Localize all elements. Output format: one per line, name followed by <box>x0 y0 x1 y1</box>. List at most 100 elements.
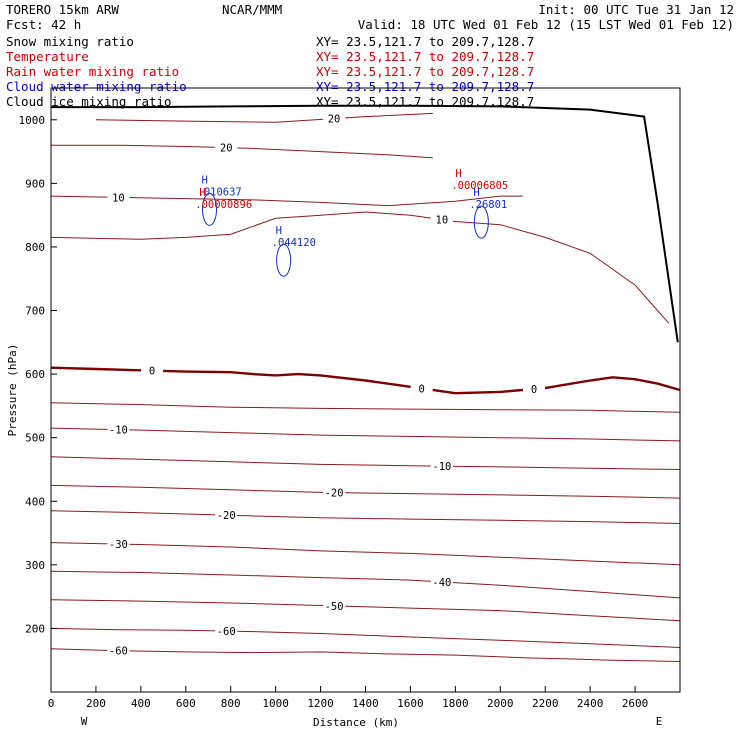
rain-max-marker-0: H <box>199 187 205 199</box>
isotherm-12 <box>50 195 523 207</box>
x-tick-label-4: 800 <box>221 697 241 710</box>
x-axis-east-label: E <box>656 715 663 728</box>
cloud-water-max-value-2: .010637 <box>198 186 242 198</box>
isotherm-10 <box>50 366 681 395</box>
y-tick-label-5: 700 <box>25 305 45 318</box>
y-tick-label-4: 600 <box>25 368 45 381</box>
x-tick-label-3: 600 <box>176 697 196 710</box>
rain-max-marker-1: H <box>455 168 461 180</box>
y-tick-label-7: 900 <box>25 177 45 190</box>
isotherm-label-bg-6-0 <box>323 486 346 499</box>
cloud-water-contours <box>202 192 489 277</box>
x-tick-label-13: 2600 <box>622 697 649 710</box>
isotherm-label-bg-10-1 <box>410 382 433 395</box>
isotherm-label-7-0: -10 <box>432 461 451 473</box>
x-tick-label-11: 2200 <box>532 697 559 710</box>
isotherm-label-bg-3-0 <box>430 575 453 588</box>
isotherm-label-bg-5-0 <box>215 509 238 522</box>
isotherm-13 <box>51 144 433 159</box>
isotherm-0 <box>50 648 681 662</box>
y-axis-label: Pressure (hPa) <box>6 344 19 437</box>
isotherm-label-bg-1-0 <box>215 625 238 638</box>
field-name-snow: Snow mixing ratio <box>6 34 134 49</box>
field-xy-temperature: XY= 23.5,121.7 to 209.7,128.7 <box>316 49 534 64</box>
x-axis-west-label: W <box>81 715 88 728</box>
center-name: NCAR/MMM <box>222 2 282 17</box>
cloud-water-contour-2 <box>202 192 218 226</box>
isotherm-label-bg-4-0 <box>107 538 130 551</box>
isotherm-label-5-0: -20 <box>217 510 236 522</box>
x-tick-label-1: 200 <box>86 697 106 710</box>
isotherm-label-bg-10-0 <box>141 364 164 377</box>
isotherm-3 <box>50 570 681 599</box>
isotherm-label-12-0: 10 <box>112 192 125 204</box>
cloud-water-max-value-1: .26801 <box>469 199 507 211</box>
forecast-hour: Fcst: 42 h <box>6 17 81 32</box>
isotherm-label-10-2: 0 <box>531 384 537 396</box>
isotherm-label-bg-10-2 <box>522 383 545 396</box>
field-xy-rain: XY= 23.5,121.7 to 209.7,128.7 <box>316 64 534 79</box>
field-maxima: H.044120H.26801H.010637H.00000896H.00006… <box>195 168 508 249</box>
isotherm-1 <box>50 627 681 648</box>
y-tick-label-3: 500 <box>25 432 45 445</box>
init-time: Init: 00 UTC Tue 31 Jan 12 <box>538 2 734 17</box>
isotherm-label-0-0: -60 <box>109 646 128 658</box>
x-tick-label-7: 1400 <box>352 697 379 710</box>
isotherm-label-bg-7-0 <box>430 460 453 473</box>
isotherm-label-8-0: -10 <box>109 425 128 437</box>
isotherm-label-bg-0-0 <box>107 644 130 657</box>
field-xy-cloud-water: XY= 23.5,121.7 to 209.7,128.7 <box>316 79 534 94</box>
isotherm-7 <box>50 456 681 470</box>
isotherm-label-bg-2-0 <box>323 599 346 612</box>
x-tick-label-5: 1000 <box>262 697 289 710</box>
valid-time: Valid: 18 UTC Wed 01 Feb 12 (15 LST Wed … <box>358 17 734 32</box>
isotherm-9 <box>50 402 681 413</box>
cloud-water-max-marker-2: H <box>202 174 208 186</box>
isotherm-label-bg-12-0 <box>107 191 130 204</box>
isotherm-label-2-0: -50 <box>325 601 344 613</box>
terrain-profile <box>51 104 679 343</box>
field-name-cloud-ice: Cloud ice mixing ratio <box>6 94 172 109</box>
isotherm-5 <box>50 510 681 524</box>
x-tick-label-8: 1600 <box>397 697 424 710</box>
isotherm-label-1-0: -60 <box>217 626 236 638</box>
temperature-contours: -60 -60 -50 -40 -30 -20 -20 -10 -10 0 0 0 10 10 20 20 <box>50 112 681 662</box>
field-name-cloud-water: Cloud water mixing ratio <box>6 79 187 94</box>
y-tick-label-8: 1000 <box>19 114 46 127</box>
model-name: TORERO 15km ARW <box>6 2 119 17</box>
isotherm-label-bg-8-0 <box>107 423 130 436</box>
x-tick-label-12: 2400 <box>577 697 604 710</box>
cloud-water-max-marker-1: H <box>473 187 479 199</box>
cloud-water-max-value-0: .044120 <box>272 237 316 249</box>
rain-max-value-1: .00006805 <box>451 180 508 192</box>
x-tick-label-0: 0 <box>48 697 55 710</box>
field-xy-snow: XY= 23.5,121.7 to 209.7,128.7 <box>316 34 534 49</box>
cloud-water-contour-0 <box>276 243 292 277</box>
axes: 0 200 400 600 800 1000 1200 1400 1600 1800 2000 220… <box>19 114 649 710</box>
isotherm-6 <box>50 484 681 499</box>
cloud-water-max-marker-0: H <box>276 225 282 237</box>
isotherm-label-3-0: -40 <box>432 577 451 589</box>
isotherm-label-4-0: -30 <box>109 539 128 551</box>
terrain-line <box>51 104 679 343</box>
isotherm-label-11-0: 10 <box>436 215 449 227</box>
isotherm-label-13-0: 20 <box>220 143 233 155</box>
x-tick-label-10: 2000 <box>487 697 514 710</box>
x-tick-label-2: 400 <box>131 697 151 710</box>
y-tick-label-2: 400 <box>25 495 45 508</box>
isotherm-4 <box>50 542 681 566</box>
isotherm-label-bg-13-0 <box>215 141 238 154</box>
isotherm-label-10-1: 0 <box>418 383 424 395</box>
isotherm-label-bg-11-0 <box>430 213 453 226</box>
field-name-rain: Rain water mixing ratio <box>6 64 179 79</box>
field-name-temperature: Temperature <box>6 49 89 64</box>
isotherm-2 <box>50 599 681 622</box>
x-tick-label-9: 1800 <box>442 697 469 710</box>
rain-max-value-0: .00000896 <box>195 199 252 211</box>
y-tick-label-6: 800 <box>25 241 45 254</box>
isotherm-label-6-0: -20 <box>325 488 344 500</box>
x-axis-label: Distance (km) <box>313 716 399 729</box>
isotherm-label-10-0: 0 <box>149 366 155 378</box>
isotherm-14 <box>95 112 433 123</box>
